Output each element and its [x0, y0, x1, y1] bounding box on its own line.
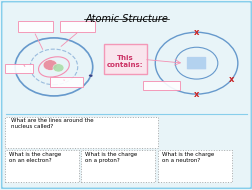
Circle shape — [43, 60, 57, 70]
FancyBboxPatch shape — [142, 81, 180, 90]
Circle shape — [53, 64, 64, 72]
FancyBboxPatch shape — [81, 150, 155, 182]
Text: This
contains:: This contains: — [107, 55, 143, 68]
Text: x: x — [193, 89, 199, 99]
FancyBboxPatch shape — [186, 57, 206, 70]
Text: What is the charge
on a neutron?: What is the charge on a neutron? — [161, 152, 213, 163]
Text: What are the lines around the
nucleus called?: What are the lines around the nucleus ca… — [11, 118, 94, 129]
FancyBboxPatch shape — [5, 64, 33, 74]
Text: x: x — [228, 75, 233, 84]
Circle shape — [88, 74, 92, 77]
FancyBboxPatch shape — [157, 150, 231, 182]
FancyBboxPatch shape — [5, 150, 79, 182]
Text: What is the charge
on a proton?: What is the charge on a proton? — [85, 152, 137, 163]
FancyBboxPatch shape — [50, 77, 82, 87]
FancyBboxPatch shape — [18, 21, 52, 32]
Text: Atomic Structure: Atomic Structure — [85, 14, 167, 25]
FancyBboxPatch shape — [5, 116, 157, 148]
FancyBboxPatch shape — [60, 21, 95, 32]
FancyBboxPatch shape — [104, 44, 146, 74]
Text: x: x — [193, 28, 199, 37]
Text: What is the charge
on an electron?: What is the charge on an electron? — [9, 152, 61, 163]
